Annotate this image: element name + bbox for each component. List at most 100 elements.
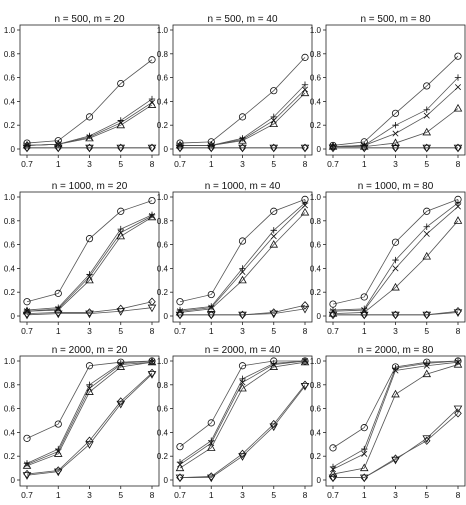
marker-circle <box>454 52 462 60</box>
marker-circle <box>117 207 125 215</box>
y-tick-label: 0.4 <box>157 428 169 437</box>
series-line <box>26 361 153 465</box>
x-tick-label: 5 <box>271 326 276 336</box>
marker-triangle-up <box>422 369 432 378</box>
x-tick-label: 3 <box>393 326 398 336</box>
y-tick-label: 0.2 <box>157 452 169 461</box>
marker-triangle-down <box>22 472 32 480</box>
marker-plus <box>117 225 124 233</box>
y-tick-label: 1.0 <box>310 193 322 202</box>
series-circle <box>23 196 156 306</box>
series-diamond <box>23 368 156 479</box>
x-tick-label: 5 <box>424 159 429 169</box>
marker-cross <box>423 362 430 369</box>
y-tick-label: 0.6 <box>4 405 16 414</box>
marker-cross <box>392 265 399 272</box>
y-tick-label: 0 <box>317 145 322 154</box>
marker-circle <box>54 289 62 297</box>
panel-3-2: n = 2000, m = 4000.20.40.60.81.00.713581… <box>157 345 313 505</box>
y-tick-label: 0.2 <box>4 452 16 461</box>
marker-triangle-up <box>453 103 463 112</box>
y-tick-label: 0 <box>164 312 169 321</box>
series-cross <box>23 359 156 468</box>
marker-plus <box>392 256 399 264</box>
y-tick-label: 0.2 <box>310 121 322 130</box>
panel-title: n = 2000, m = 20 <box>52 345 128 356</box>
marker-triangle-down <box>206 311 216 320</box>
series-line <box>332 220 459 315</box>
marker-triangle-up <box>269 119 279 128</box>
marker-circle <box>85 362 94 370</box>
marker-triangle-down <box>53 310 63 319</box>
x-tick-label: 8 <box>303 490 308 500</box>
marker-circle <box>54 420 62 428</box>
marker-circle <box>423 207 431 215</box>
panel-title: n = 500, m = 20 <box>54 14 124 25</box>
x-tick-label: 1 <box>56 326 61 336</box>
marker-triangle-down <box>391 456 400 465</box>
marker-cross <box>270 233 277 240</box>
series-triangle-up <box>175 207 310 316</box>
series-triangle-down <box>175 305 310 320</box>
series-triangle-down <box>328 309 463 320</box>
y-tick-label: 0 <box>164 145 169 154</box>
panel-2-3: n = 1000, m = 80 0 0.2 0.4 0.6 0.8 1.0 0.7 1 3 5 8 <box>310 181 466 336</box>
panel-2-1: n = 1000, m = 20 0 0.2 0.4 0.6 0.8 1.0 0.7 1 3 5 8 <box>4 181 160 336</box>
x-tick-label: 0.7 <box>21 490 33 500</box>
series-triangle-up <box>328 216 463 317</box>
x-tick-label: 1 <box>362 490 367 500</box>
x-tick-label: 8 <box>303 326 308 336</box>
series-plus <box>176 81 309 149</box>
marker-circle <box>238 113 247 121</box>
y-tick-label: 0.4 <box>4 97 16 106</box>
x-tick-label: 1 <box>209 326 214 336</box>
series-line <box>332 360 459 449</box>
series-line <box>179 361 306 469</box>
marker-triangle-up <box>328 469 338 478</box>
y-tick-label: 1.0 <box>157 357 169 366</box>
series-plus <box>176 357 309 466</box>
y-tick-label: 0.8 <box>310 50 322 59</box>
panel-3-3: n = 2000, m = 8000.20.40.60.81.00.713581… <box>310 345 466 505</box>
marker-triangle-up <box>422 127 432 136</box>
series-triangle-down <box>328 144 463 153</box>
marker-triangle-down <box>147 304 157 313</box>
series-circle <box>329 52 462 150</box>
y-tick-label: 0.6 <box>310 74 322 83</box>
series-line <box>332 361 459 470</box>
y-tick-label: 0.4 <box>4 428 16 437</box>
marker-triangle-down <box>269 310 279 319</box>
marker-circle <box>176 298 184 306</box>
x-tick-label: 0.7 <box>327 159 339 169</box>
marker-diamond <box>117 397 125 406</box>
series-line <box>26 59 153 144</box>
panel-title: n = 500, m = 80 <box>360 14 430 25</box>
marker-diamond <box>117 304 125 314</box>
marker-circle <box>329 444 337 452</box>
y-tick-label: 1.0 <box>157 26 169 35</box>
series-line <box>180 92 306 146</box>
y-tick-label: 0.6 <box>157 74 169 83</box>
marker-triangle-down <box>175 474 185 483</box>
y-tick-label: 0.6 <box>157 405 169 414</box>
series-line <box>180 308 306 316</box>
series-cross <box>176 86 309 149</box>
marker-triangle-up <box>147 357 157 366</box>
x-tick-label: 1 <box>209 490 214 500</box>
y-tick-label: 0.4 <box>157 97 169 106</box>
y-tick-label: 0.8 <box>157 50 169 59</box>
panel-title: n = 1000, m = 40 <box>205 181 281 192</box>
series-line <box>179 202 306 311</box>
x-tick-label: 0.7 <box>327 326 339 336</box>
y-tick-label: 0.2 <box>310 452 322 461</box>
y-tick-label: 0.2 <box>310 288 322 297</box>
series-circle <box>329 195 462 308</box>
panel-1-1: n = 500, m = 20 0 0.2 0.4 0.6 0.8 1.0 0.7 1 3 5 8 <box>4 14 160 169</box>
marker-triangle-up <box>85 387 94 395</box>
x-tick-label: 1 <box>56 159 61 169</box>
x-tick-label: 1 <box>56 490 61 500</box>
series-plus <box>176 199 309 314</box>
x-tick-label: 5 <box>271 159 276 169</box>
marker-triangle-down <box>359 144 369 153</box>
y-tick-label: 0.2 <box>157 121 169 130</box>
